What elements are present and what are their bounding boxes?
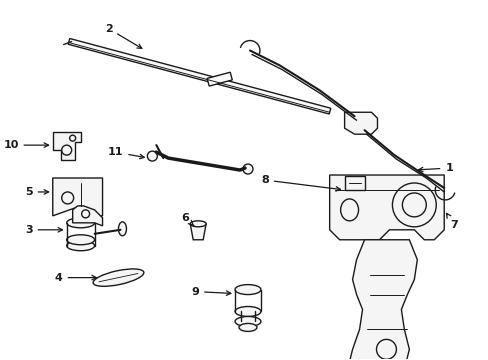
Text: 8: 8 xyxy=(261,175,340,191)
Circle shape xyxy=(61,192,74,204)
Text: 9: 9 xyxy=(191,287,230,297)
Ellipse shape xyxy=(66,241,94,251)
Text: 3: 3 xyxy=(25,225,62,235)
Ellipse shape xyxy=(239,323,256,332)
Ellipse shape xyxy=(340,199,358,221)
Text: 6: 6 xyxy=(181,213,194,226)
Bar xyxy=(344,176,364,190)
Ellipse shape xyxy=(93,269,143,286)
Circle shape xyxy=(147,151,157,161)
Polygon shape xyxy=(190,224,206,240)
Text: 2: 2 xyxy=(104,24,142,48)
Circle shape xyxy=(402,193,426,217)
Polygon shape xyxy=(329,175,443,240)
Polygon shape xyxy=(347,240,416,360)
Circle shape xyxy=(355,179,363,187)
Circle shape xyxy=(243,164,252,174)
Ellipse shape xyxy=(66,235,94,245)
Polygon shape xyxy=(68,39,330,114)
Text: 4: 4 xyxy=(55,273,96,283)
Circle shape xyxy=(376,339,396,359)
Polygon shape xyxy=(53,132,81,160)
Text: 5: 5 xyxy=(25,187,48,197)
Circle shape xyxy=(61,145,72,155)
Ellipse shape xyxy=(190,221,206,227)
Text: 10: 10 xyxy=(3,140,48,150)
Text: 1: 1 xyxy=(418,163,452,173)
Ellipse shape xyxy=(66,218,94,228)
Polygon shape xyxy=(73,206,102,226)
Circle shape xyxy=(81,210,89,218)
Polygon shape xyxy=(344,112,377,134)
Bar xyxy=(207,72,232,86)
Ellipse shape xyxy=(235,306,261,316)
Ellipse shape xyxy=(118,222,126,236)
Text: 11: 11 xyxy=(107,147,144,159)
Ellipse shape xyxy=(235,285,261,294)
Text: 7: 7 xyxy=(446,213,457,230)
Circle shape xyxy=(392,183,435,227)
Circle shape xyxy=(69,135,76,141)
Ellipse shape xyxy=(235,316,261,327)
Polygon shape xyxy=(53,178,102,216)
